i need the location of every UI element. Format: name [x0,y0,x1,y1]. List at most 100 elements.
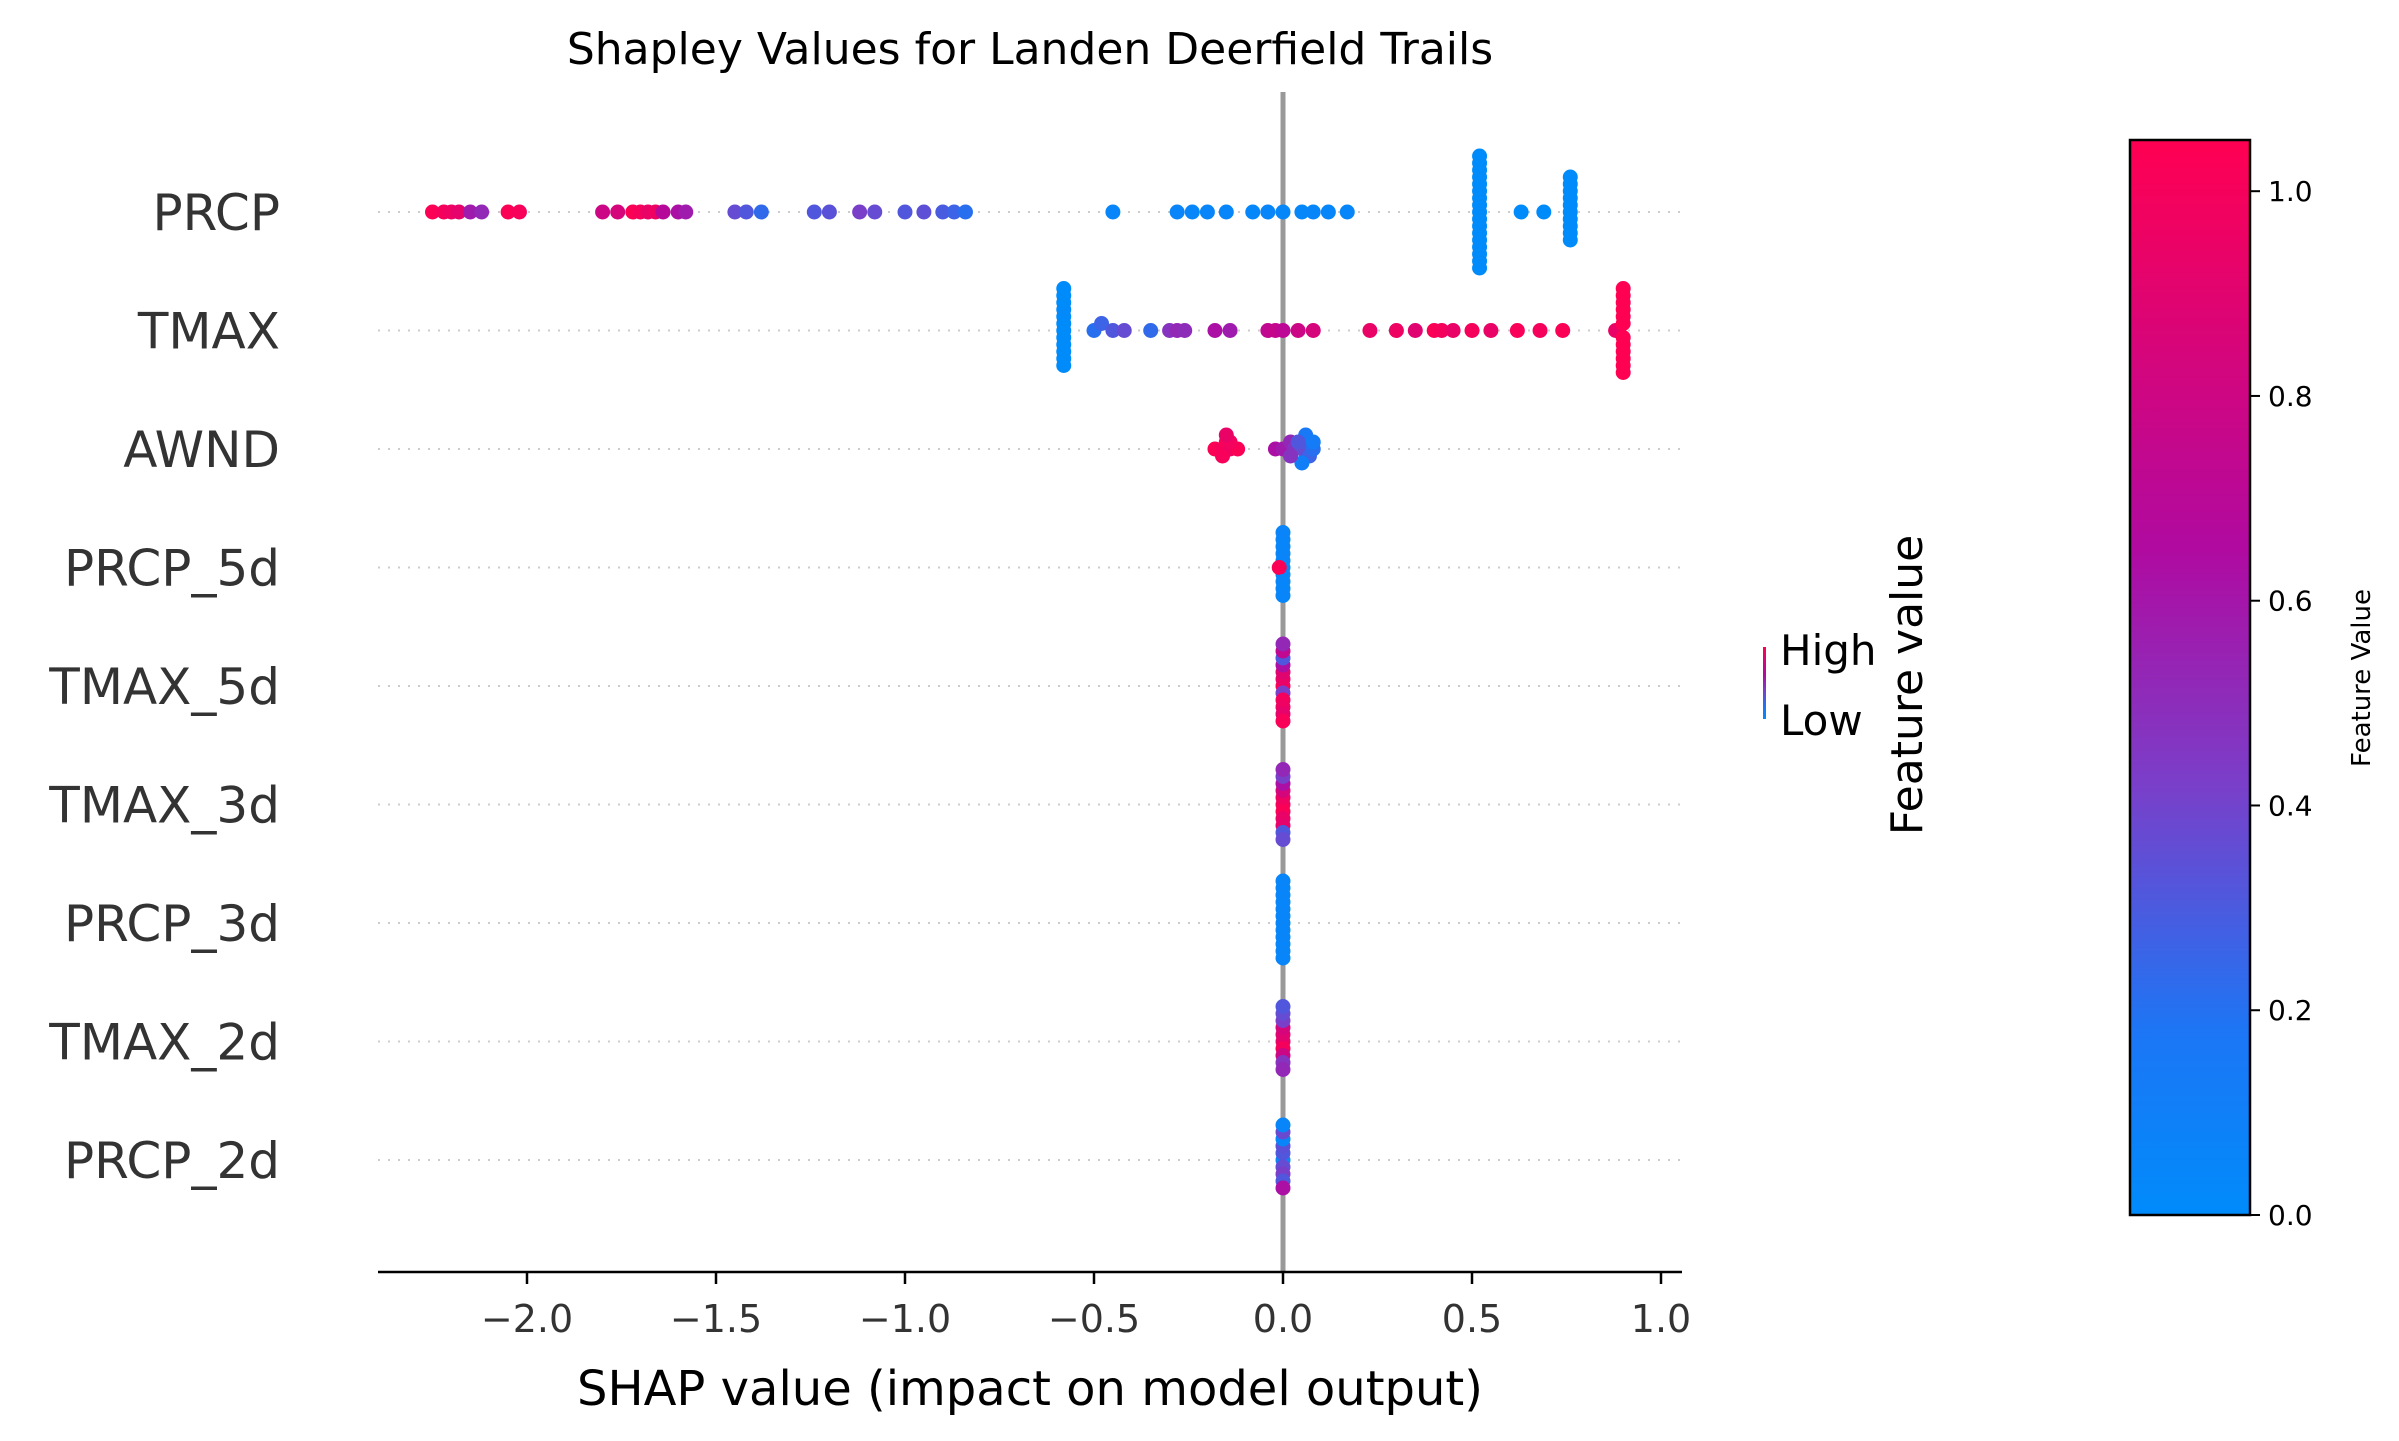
point-prcp_3d-10 [1275,950,1291,966]
point-prcp_5d-4 [1271,560,1287,575]
point-tmax_5d-11 [1275,636,1291,652]
point-tmax_2d-8 [1275,1062,1291,1077]
point-tmax-35 [1509,323,1525,338]
legend-entry-low: Low [1780,696,1863,745]
point-prcp-37 [1294,204,1310,220]
point-prcp-0 [425,204,440,220]
point-prcp_2d-8 [1275,1180,1291,1196]
legend-entry-high: High [1780,626,1877,675]
point-tmax-34 [1483,323,1499,338]
colorbar-gradient [2128,138,2252,1217]
point-prcp-23 [867,204,883,220]
gridlines [378,211,1682,1161]
point-tmax_3d-9 [1275,762,1291,777]
point-awnd-17 [1294,455,1310,471]
point-prcp-4 [462,204,478,220]
point-prcp-24 [897,204,913,220]
point-tmax-24 [1275,323,1291,338]
point-prcp-25 [916,204,932,220]
point-prcp-59 [1536,204,1552,220]
point-tmax-32 [1445,323,1461,338]
point-prcp-20 [806,204,822,220]
legend-color-swatch [1763,647,1766,719]
point-tmax-19 [1177,323,1193,338]
point-prcp-33 [1218,204,1234,220]
point-prcp-31 [1184,204,1200,220]
point-awnd-5 [1215,448,1231,464]
point-prcp-58 [1513,204,1529,220]
colorbar-tick-label-2: 0.4 [2268,789,2313,822]
x-tick-label-1: −1.5 [670,1297,762,1341]
x-axis-ticks: −2.0 −1.5 −1.0 −0.5 0.0 0.5 1.0 [481,1272,1691,1341]
point-prcp-28 [957,204,973,220]
feature-label-tmax: TMAX [137,303,280,361]
x-tick-label-3: −0.5 [1048,1297,1140,1341]
point-prcp-9 [610,204,626,220]
point-tmax-27 [1362,323,1378,338]
colorbar-ticks: 0.0 0.2 0.4 0.6 0.8 1.0 [2250,175,2313,1232]
colorbar-tick-label-4: 0.8 [2268,380,2313,413]
point-prcp-6 [500,204,516,220]
point-prcp-30 [1169,204,1185,220]
point-tmax-28 [1388,323,1404,338]
colorbar-label: Feature Value [2347,589,2377,767]
point-prcp-56 [1472,148,1488,164]
point-prcp-68 [1562,232,1578,248]
feature-label-tmax_2d: TMAX_2d [48,1014,280,1072]
x-tick-label-0: −2.0 [481,1297,573,1341]
point-tmax_5d-10 [1275,713,1291,729]
feature-label-prcp_2d: PRCP_2d [64,1132,280,1190]
point-tmax-31 [1434,323,1450,338]
point-prcp-69 [1562,169,1578,185]
point-tmax-26 [1305,323,1321,338]
x-tick-label-4: 0.0 [1253,1297,1313,1341]
colorbar-tick-label-3: 0.6 [2268,585,2313,618]
legend-title: Feature value [1882,535,1933,835]
point-tmax-10 [1056,358,1072,373]
x-tick-label-5: 0.5 [1442,1297,1502,1341]
chart-title: Shapley Values for Landen Deerfield Trai… [567,24,1493,75]
point-tmax-21 [1222,323,1238,338]
point-prcp-29 [1105,204,1121,220]
point-prcp-3 [451,204,467,220]
point-prcp-36 [1275,204,1291,220]
point-prcp-27 [946,204,962,220]
point-prcp_5d-10 [1275,525,1291,540]
point-prcp-5 [474,204,490,220]
point-prcp-38 [1305,204,1321,220]
point-prcp_2d-9 [1275,1117,1291,1133]
point-prcp-18 [738,204,754,220]
point-prcp_3d-11 [1275,873,1291,889]
point-prcp-14 [655,204,671,220]
feature-label-tmax_5d: TMAX_5d [48,658,280,716]
point-tmax-36 [1532,323,1548,338]
point-prcp-32 [1199,204,1215,220]
point-prcp-17 [727,204,743,220]
point-tmax-16 [1143,323,1159,338]
point-tmax-20 [1207,323,1223,338]
point-tmax_2d-9 [1275,999,1291,1014]
legend: High Low Feature value [1763,535,1933,835]
point-awnd-18 [1305,434,1321,450]
colorbar: 0.0 0.2 0.4 0.6 0.8 1.0 Feature Value [2128,138,2377,1232]
point-awnd-7 [1218,427,1234,443]
point-tmax_3d-10 [1275,832,1291,847]
point-tmax-14 [1105,323,1121,338]
point-tmax-29 [1407,323,1423,338]
feature-label-tmax_3d: TMAX_3d [48,777,280,835]
point-tmax-25 [1290,323,1306,338]
colorbar-tick-label-5: 1.0 [2268,175,2313,208]
point-awnd-20 [1283,448,1299,464]
colorbar-tick-label-0: 0.0 [2268,1199,2313,1232]
data-points [425,148,1631,1196]
feature-label-prcp: PRCP [153,184,280,242]
point-prcp-16 [678,204,694,220]
point-prcp-22 [852,204,868,220]
point-prcp-39 [1320,204,1336,220]
feature-label-awnd: AWND [123,421,280,479]
x-axis-label: SHAP value (impact on model output) [577,1361,1483,1417]
x-tick-label-6: 1.0 [1631,1297,1691,1341]
point-awnd-19 [1290,434,1306,450]
point-tmax-13 [1094,316,1110,331]
